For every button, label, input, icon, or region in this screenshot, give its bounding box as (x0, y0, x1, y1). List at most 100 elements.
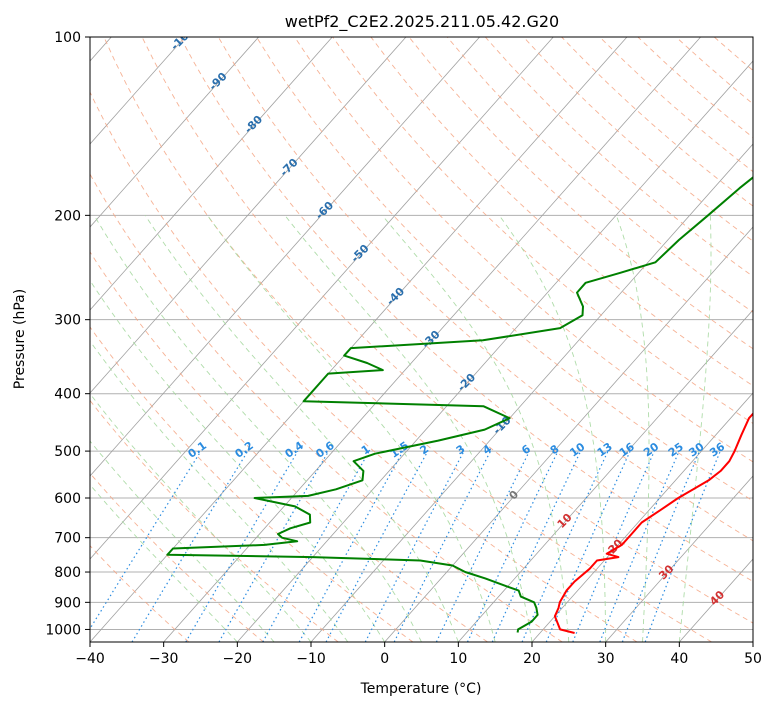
x-tick-label: −30 (149, 651, 179, 667)
y-tick-label: 800 (54, 565, 81, 581)
y-tick-label: 1000 (45, 622, 81, 638)
moist-adiabat (381, 215, 570, 642)
mixing-ratio-line (218, 450, 330, 642)
plot-area: 0.1 0.2 0.4 0.6 1 1.5 2 3 4 6 8 10 13 16 20 25 30 36-100-… (90, 24, 753, 642)
y-axis-label: Pressure (hPa) (12, 289, 28, 389)
mixing-ratio-label: 16 (617, 440, 637, 460)
dry-adiabat (90, 173, 563, 642)
moist-adiabat (284, 215, 533, 642)
moist-adiabat (90, 392, 312, 642)
mixing-ratio-label: 0.4 (283, 439, 307, 461)
x-axis-label: Temperature (°C) (360, 681, 482, 697)
moist-adiabat (90, 279, 386, 642)
x-tick-label: 10 (449, 651, 467, 667)
mixing-ratio-label: 13 (595, 440, 615, 459)
mixing-ratio-label: 10 (567, 440, 587, 460)
y-axis: 100 200 300 400 500 600 700 800 900 1000 (45, 30, 90, 638)
moist-adiabat (498, 215, 607, 642)
dry-adiabat (141, 37, 753, 624)
isotherm-line (90, 37, 407, 394)
x-tick-label: −10 (296, 651, 326, 667)
mixing-ratio-label: 0.6 (313, 439, 337, 461)
x-axis: −40 −30 −20 −10 0 10 20 30 40 50 (75, 642, 762, 667)
mixing-ratio-label: 0.1 (186, 439, 209, 461)
moist-adiabat (90, 483, 238, 642)
dry-adiabat (332, 37, 753, 425)
dry-adiabat (370, 37, 753, 387)
mixing-ratio-line (262, 450, 370, 642)
dry-adiabat (523, 37, 753, 242)
dry-adiabat (103, 37, 712, 642)
moist-adiabat (93, 215, 422, 642)
dry-adiabat (675, 37, 753, 105)
mixing-ratio-label: 3 (454, 442, 468, 457)
dry-adiabat (637, 37, 753, 139)
x-tick-label: 50 (744, 651, 762, 667)
dry-adiabat (752, 37, 753, 39)
mixing-ratio-line (325, 450, 429, 642)
isotherm-line (90, 37, 554, 560)
mixing-ratio-label: 30 (686, 440, 706, 460)
mixing-ratio-line (90, 450, 202, 630)
plot-frame (89, 36, 754, 643)
dry-adiabat (256, 37, 753, 502)
y-tick-label: 500 (54, 444, 81, 460)
isotherm-label: -100 (168, 24, 197, 53)
dry-adiabat (446, 37, 753, 313)
dry-adiabat (484, 37, 753, 277)
dry-adiabat (90, 251, 488, 642)
isotherm-line (90, 37, 628, 642)
dry-adiabat (408, 37, 753, 350)
dry-adiabat (179, 37, 753, 582)
moist-adiabat (90, 440, 275, 642)
mixing-ratio-line (435, 450, 530, 642)
dry-adiabat (561, 37, 753, 207)
x-tick-label: 0 (380, 651, 389, 667)
temperature-profile (553, 412, 753, 634)
isotherm-line (237, 60, 753, 642)
isotherm-line (90, 37, 333, 311)
isotherm-line (458, 309, 753, 642)
mixing-ratio-line (466, 450, 559, 642)
x-tick-label: −40 (75, 651, 105, 667)
moist-adiabat (678, 215, 712, 642)
mixing-ratio-label: 6 (519, 442, 533, 457)
dry-adiabat (90, 326, 414, 642)
isotherm-line (90, 37, 259, 228)
dry-adiabat (90, 544, 190, 642)
moist-adiabat (615, 215, 650, 642)
mixing-ratio-line (491, 450, 582, 642)
isotherm-line (384, 226, 753, 642)
moist-adiabat (207, 215, 496, 642)
dry-adiabat (713, 37, 753, 72)
mixing-ratio-label: 20 (641, 440, 661, 460)
y-tick-label: 900 (54, 595, 81, 611)
mixing-ratio-line (364, 450, 465, 642)
y-tick-label: 100 (54, 30, 81, 46)
y-tick-label: 400 (54, 387, 81, 403)
y-tick-label: 300 (54, 313, 81, 329)
x-tick-label: 30 (597, 651, 615, 667)
isotherm-line (310, 143, 753, 642)
y-tick-label: 600 (54, 491, 81, 507)
isotherm-line (752, 641, 753, 642)
mixing-ratio-line (644, 450, 721, 642)
mixing-ratio-line (185, 450, 299, 642)
isotherm-line (90, 37, 186, 145)
moist-adiabat (144, 215, 459, 642)
chart-title: wetPf2_C2E2.2025.211.05.42.G20 (285, 12, 559, 32)
y-tick-label: 700 (54, 531, 81, 547)
isotherm-line (163, 37, 701, 642)
mixing-ratio-label: 0.2 (232, 439, 255, 461)
x-tick-label: −20 (223, 651, 253, 667)
dry-adiabat (90, 91, 638, 642)
dry-adiabat (90, 399, 339, 642)
mixing-ratio-line (621, 450, 701, 642)
x-tick-label: 40 (670, 651, 688, 667)
dewpoint-profile (166, 176, 753, 633)
moist-adiabat (90, 340, 349, 642)
mixing-ratio-line (131, 450, 249, 642)
y-tick-label: 200 (54, 208, 81, 224)
dry-adiabat (217, 37, 753, 542)
